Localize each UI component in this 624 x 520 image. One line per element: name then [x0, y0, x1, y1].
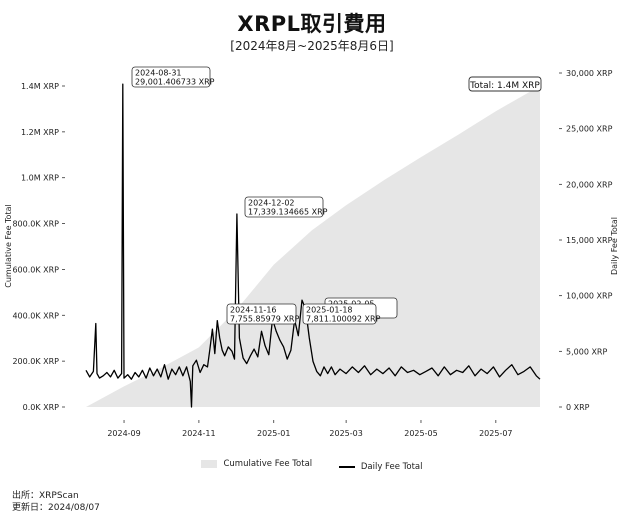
annotation-2024-11-16: 2024-11-167,755.85979 XRP — [226, 303, 299, 325]
total-label-box — [468, 76, 542, 92]
annotation-value: 7,811.100092 XRP — [306, 315, 381, 324]
annotation-date: 2025-01-18 — [306, 306, 353, 315]
left-tick-label: 200.0K XRP — [12, 357, 59, 366]
legend-swatch-area — [201, 460, 218, 468]
cumulative-area — [86, 86, 540, 407]
left-tick-label: 0.0K XRP — [23, 403, 60, 412]
x-tick-label: 2025-01 — [257, 429, 290, 438]
annotation-value: 29,001.406733 XRP — [135, 78, 215, 87]
right-tick-label: 25,000 XRP — [566, 125, 613, 134]
left-axis-label: Cumulative Fee Total — [4, 204, 13, 287]
right-axis-label: Daily Fee Total — [610, 217, 619, 275]
annotation-date: 2024-12-02 — [248, 199, 295, 208]
legend-item-daily: Daily Fee Total — [338, 462, 423, 472]
legend-item-cumulative: Cumulative Fee Total — [201, 459, 312, 469]
x-tick-label: 2025-07 — [479, 429, 512, 438]
annotation-value: 17,339.134665 XRP — [248, 208, 328, 217]
annotation-box — [131, 66, 211, 88]
left-tick-label: 1.0M XRP — [21, 174, 59, 183]
right-tick-label: 10,000 XRP — [566, 292, 613, 301]
annotation-date: 2024-08-31 — [135, 69, 182, 78]
x-tick-label: 2024-09 — [107, 429, 140, 438]
chart-title: XRPL取引費用 — [237, 12, 387, 36]
right-tick-label: 30,000 XRP — [566, 69, 613, 78]
updated-note: 更新日：2024/08/07 — [12, 503, 100, 513]
daily-fee-line — [85, 83, 541, 408]
right-tick-label: 15,000 XRP — [566, 236, 613, 245]
annotation-box — [226, 303, 297, 325]
annotation-box — [302, 303, 377, 325]
chart-canvas: 0.0K XRP 200.0K XRP 400.0K XRP 600.0K XRP 80… — [4, 66, 619, 438]
total-label: Total: 1.4M XRP — [469, 81, 540, 91]
legend-label-daily: Daily Fee Total — [360, 462, 423, 472]
x-tick-label: 2024-11 — [182, 429, 215, 438]
chart-subtitle: [2024年8月~2025年8月6日] — [230, 39, 394, 53]
chart-footer: 出所：XRPScan 更新日：2024/08/07 — [12, 490, 100, 514]
left-tick-label: 1.2M XRP — [21, 128, 59, 137]
right-tick-label: 5,000 XRP — [566, 347, 607, 356]
annotation-box — [244, 196, 324, 218]
left-tick-label: 1.4M XRP — [21, 82, 59, 91]
left-tick-label: 800.0K XRP — [12, 220, 59, 229]
x-tick-label: 2025-03 — [329, 429, 362, 438]
annotation-2025-01-18: 2025-01-187,811.100092 XRP — [302, 303, 381, 325]
annotation-value: 7,755.85979 XRP — [230, 315, 299, 324]
legend-swatch-line — [338, 466, 355, 468]
right-tick-label: 20,000 XRP — [566, 180, 613, 189]
source-note: 出所：XRPScan — [12, 491, 79, 501]
chart-legend: Cumulative Fee Total Daily Fee Total — [0, 459, 624, 472]
x-tick-label: 2025-05 — [404, 429, 437, 438]
left-tick-label: 400.0K XRP — [12, 311, 59, 320]
annotation-date: 2024-11-16 — [230, 306, 277, 315]
right-tick-label: 0 XRP — [566, 403, 590, 412]
left-tick-label: 600.0K XRP — [12, 265, 59, 274]
legend-label-cumulative: Cumulative Fee Total — [223, 459, 313, 469]
